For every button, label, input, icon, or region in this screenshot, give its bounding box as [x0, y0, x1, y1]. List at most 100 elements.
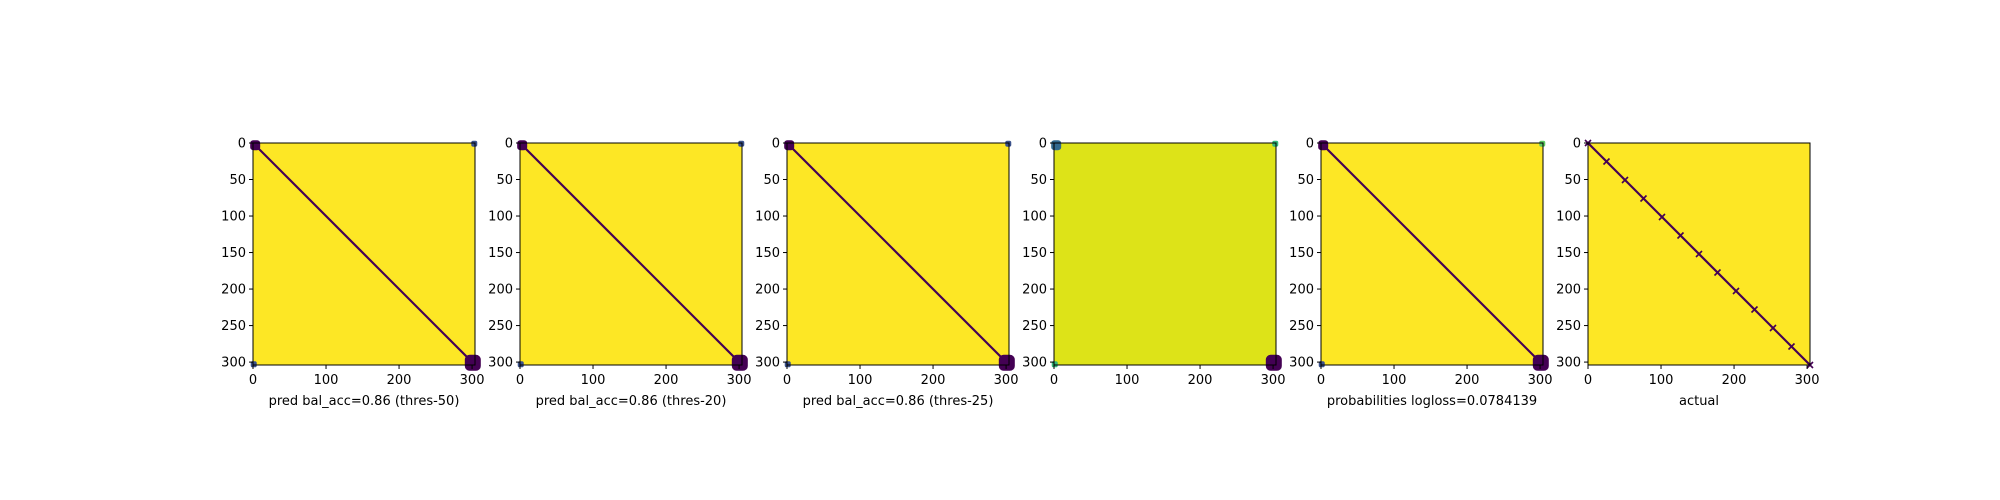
y-tick-label: 250 — [755, 319, 780, 334]
corner-cell-top-right — [1272, 140, 1279, 147]
x-tick-label: 0 — [1584, 373, 1592, 388]
x-tick-label: 100 — [848, 373, 873, 388]
x-tick-label: 300 — [1261, 373, 1286, 388]
heatmap-diagonal — [252, 142, 476, 366]
corner-cell-bottom-right — [731, 354, 748, 371]
x-tick-label: 300 — [727, 373, 752, 388]
y-tick-label: 200 — [221, 283, 246, 298]
x-tick-label: 200 — [387, 373, 412, 388]
y-tick-label: 100 — [221, 210, 246, 225]
x-tick-label: 300 — [1528, 373, 1553, 388]
y-tick-label: 150 — [1556, 246, 1581, 261]
x-tick-label: 200 — [1188, 373, 1213, 388]
axes-frame — [519, 142, 743, 366]
axes-frame — [252, 142, 476, 366]
y-tick-label: 300 — [1556, 356, 1581, 371]
x-tick-label: 200 — [1722, 373, 1747, 388]
x-tick-label: 200 — [654, 373, 679, 388]
diagonal-marker — [1713, 268, 1722, 277]
diagonal-marker — [1639, 194, 1648, 203]
heatmap-diagonal — [1320, 142, 1544, 366]
axes-frame — [1587, 142, 1811, 366]
corner-cell-top-left — [1051, 140, 1062, 151]
y-tick-label: 300 — [755, 356, 780, 371]
x-tick-label: 300 — [994, 373, 1019, 388]
y-tick-label: 300 — [1022, 356, 1047, 371]
corner-cell-top-right — [471, 140, 478, 147]
axes-frame — [1053, 142, 1277, 366]
x-tick-label: 200 — [1455, 373, 1480, 388]
y-tick-label: 50 — [1030, 173, 1047, 188]
y-tick-label: 250 — [1556, 319, 1581, 334]
y-tick-label: 250 — [1289, 319, 1314, 334]
corner-cell-top-right — [738, 140, 745, 147]
x-axis-label: pred bal_acc=0.86 (thres-25) — [803, 394, 994, 409]
diagonal-marker — [1787, 342, 1796, 351]
y-tick-label: 0 — [505, 137, 513, 152]
y-tick-label: 100 — [1289, 210, 1314, 225]
x-tick-label: 0 — [1050, 373, 1058, 388]
y-tick-label: 200 — [1022, 283, 1047, 298]
y-tick-label: 150 — [1022, 246, 1047, 261]
corner-cell-bottom-right — [1532, 354, 1549, 371]
corner-cell-bottom-left — [517, 361, 524, 368]
diagonal-marker — [1602, 157, 1611, 166]
y-tick-label: 150 — [755, 246, 780, 261]
y-tick-label: 100 — [1022, 210, 1047, 225]
corner-cell-bottom-right — [998, 354, 1015, 371]
y-tick-label: 150 — [221, 246, 246, 261]
x-tick-label: 100 — [1649, 373, 1674, 388]
x-axis-label: pred bal_acc=0.86 (thres-20) — [536, 394, 727, 409]
diagonal-marker — [1695, 250, 1703, 258]
x-tick-label: 100 — [581, 373, 606, 388]
y-tick-label: 100 — [1556, 210, 1581, 225]
y-tick-label: 200 — [1556, 283, 1581, 298]
corner-cell-bottom-left — [1051, 361, 1058, 368]
y-tick-label: 50 — [229, 173, 246, 188]
x-axis-label: probabilities logloss=0.0784139 — [1327, 394, 1537, 409]
x-tick-label: 0 — [516, 373, 524, 388]
x-tick-label: 0 — [249, 373, 257, 388]
corner-cell-bottom-left — [250, 361, 257, 368]
y-tick-label: 250 — [488, 319, 513, 334]
x-axis-label: pred bal_acc=0.86 (thres-50) — [269, 394, 460, 409]
x-tick-label: 200 — [921, 373, 946, 388]
y-tick-label: 300 — [488, 356, 513, 371]
heatmap-diagonal — [519, 142, 743, 366]
corner-cell-top-right — [1539, 140, 1546, 147]
y-tick-label: 50 — [763, 173, 780, 188]
y-tick-label: 0 — [238, 137, 246, 152]
x-tick-label: 0 — [1317, 373, 1325, 388]
y-tick-label: 0 — [772, 137, 780, 152]
corner-cell-bottom-left — [784, 361, 791, 368]
y-tick-label: 0 — [1039, 137, 1047, 152]
y-tick-label: 0 — [1573, 137, 1581, 152]
y-tick-label: 250 — [221, 319, 246, 334]
diagonal-marker — [1732, 287, 1740, 295]
corner-cell-bottom-right — [1265, 354, 1282, 371]
axes-frame — [786, 142, 1010, 366]
y-tick-label: 200 — [1289, 283, 1314, 298]
y-tick-label: 100 — [755, 210, 780, 225]
x-tick-label: 100 — [1115, 373, 1140, 388]
heatmap-background — [1054, 143, 1276, 365]
y-tick-label: 150 — [1289, 246, 1314, 261]
y-tick-label: 100 — [488, 210, 513, 225]
corner-cell-bottom-left — [1318, 361, 1325, 368]
diagonal-marker — [1658, 213, 1666, 221]
corner-cell-top-left — [517, 140, 528, 151]
y-tick-label: 50 — [1297, 173, 1314, 188]
diagonal-marker — [1750, 305, 1759, 314]
axes-frame — [1320, 142, 1544, 366]
x-tick-label: 100 — [314, 373, 339, 388]
y-tick-label: 0 — [1306, 137, 1314, 152]
x-tick-label: 0 — [783, 373, 791, 388]
y-tick-label: 200 — [755, 283, 780, 298]
corner-cell-top-left — [1318, 140, 1329, 151]
